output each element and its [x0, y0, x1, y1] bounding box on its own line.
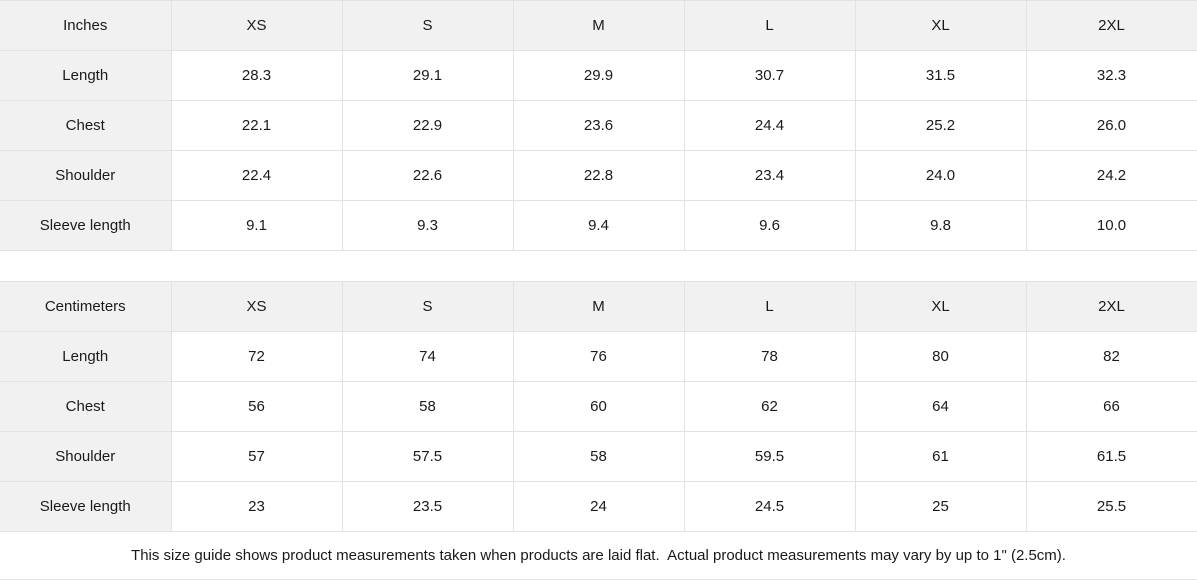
cell-chest-l: 62: [684, 381, 856, 432]
cell-shoulder-s: 57.5: [342, 431, 514, 482]
cell-sleeve-l: 24.5: [684, 481, 856, 532]
cell-sleeve-m: 9.4: [513, 200, 685, 251]
size-table-centimeters: Centimeters XS S M L XL 2XL Length 72 74…: [0, 281, 1197, 532]
cell-chest-xs: 56: [171, 381, 343, 432]
cell-length-xl: 31.5: [855, 50, 1027, 101]
table-row: Length 72 74 76 78 80 82: [0, 331, 1197, 382]
column-header-xl: XL: [855, 0, 1027, 51]
cell-chest-m: 23.6: [513, 100, 685, 151]
cell-chest-s: 22.9: [342, 100, 514, 151]
cell-sleeve-2xl: 25.5: [1026, 481, 1197, 532]
cell-sleeve-s: 9.3: [342, 200, 514, 251]
column-header-m: M: [513, 0, 685, 51]
cell-shoulder-xs: 57: [171, 431, 343, 482]
cell-shoulder-m: 22.8: [513, 150, 685, 201]
cell-length-l: 78: [684, 331, 856, 382]
row-label-sleeve-length: Sleeve length: [0, 481, 172, 532]
cell-sleeve-xs: 23: [171, 481, 343, 532]
row-label-chest: Chest: [0, 100, 172, 151]
cell-chest-xs: 22.1: [171, 100, 343, 151]
table-row: Chest 56 58 60 62 64 66: [0, 381, 1197, 432]
cell-length-s: 29.1: [342, 50, 514, 101]
cell-chest-2xl: 66: [1026, 381, 1197, 432]
cell-chest-xl: 25.2: [855, 100, 1027, 151]
cell-sleeve-xl: 9.8: [855, 200, 1027, 251]
cell-sleeve-xl: 25: [855, 481, 1027, 532]
cell-length-l: 30.7: [684, 50, 856, 101]
cell-shoulder-xs: 22.4: [171, 150, 343, 201]
unit-label-centimeters: Centimeters: [0, 281, 172, 332]
cell-length-2xl: 82: [1026, 331, 1197, 382]
cell-shoulder-s: 22.6: [342, 150, 514, 201]
table-row: Length 28.3 29.1 29.9 30.7 31.5 32.3: [0, 50, 1197, 101]
row-label-length: Length: [0, 50, 172, 101]
size-table-inches: Inches XS S M L XL 2XL Length 28.3 29.1 …: [0, 0, 1197, 251]
cell-sleeve-s: 23.5: [342, 481, 514, 532]
cell-chest-xl: 64: [855, 381, 1027, 432]
table-row: Shoulder 57 57.5 58 59.5 61 61.5: [0, 431, 1197, 482]
size-guide-footnote: This size guide shows product measuremen…: [131, 546, 1066, 564]
column-header-s: S: [342, 281, 514, 332]
cell-sleeve-xs: 9.1: [171, 200, 343, 251]
unit-label-inches: Inches: [0, 0, 172, 51]
row-label-sleeve-length: Sleeve length: [0, 200, 172, 251]
row-label-shoulder: Shoulder: [0, 150, 172, 201]
table-header-row: Centimeters XS S M L XL 2XL: [0, 281, 1197, 332]
table-header-row: Inches XS S M L XL 2XL: [0, 0, 1197, 51]
table-row: Shoulder 22.4 22.6 22.8 23.4 24.0 24.2: [0, 150, 1197, 201]
column-header-2xl: 2XL: [1026, 0, 1197, 51]
cell-length-xl: 80: [855, 331, 1027, 382]
row-label-chest: Chest: [0, 381, 172, 432]
column-header-m: M: [513, 281, 685, 332]
cell-length-m: 29.9: [513, 50, 685, 101]
cell-sleeve-2xl: 10.0: [1026, 200, 1197, 251]
column-header-2xl: 2XL: [1026, 281, 1197, 332]
cell-length-2xl: 32.3: [1026, 50, 1197, 101]
cell-chest-s: 58: [342, 381, 514, 432]
cell-shoulder-l: 59.5: [684, 431, 856, 482]
table-row: Sleeve length 9.1 9.3 9.4 9.6 9.8 10.0: [0, 200, 1197, 251]
cell-shoulder-xl: 61: [855, 431, 1027, 482]
column-header-xl: XL: [855, 281, 1027, 332]
footnote-row: This size guide shows product measuremen…: [0, 532, 1197, 580]
row-label-shoulder: Shoulder: [0, 431, 172, 482]
cell-shoulder-l: 23.4: [684, 150, 856, 201]
table-separator-gap: [0, 251, 1197, 281]
cell-sleeve-l: 9.6: [684, 200, 856, 251]
cell-length-m: 76: [513, 331, 685, 382]
column-header-xs: XS: [171, 0, 343, 51]
cell-shoulder-xl: 24.0: [855, 150, 1027, 201]
cell-chest-l: 24.4: [684, 100, 856, 151]
cell-shoulder-m: 58: [513, 431, 685, 482]
column-header-s: S: [342, 0, 514, 51]
cell-shoulder-2xl: 61.5: [1026, 431, 1197, 482]
cell-length-xs: 28.3: [171, 50, 343, 101]
table-row: Sleeve length 23 23.5 24 24.5 25 25.5: [0, 481, 1197, 532]
cell-sleeve-m: 24: [513, 481, 685, 532]
cell-length-xs: 72: [171, 331, 343, 382]
cell-chest-m: 60: [513, 381, 685, 432]
column-header-xs: XS: [171, 281, 343, 332]
column-header-l: L: [684, 281, 856, 332]
row-label-length: Length: [0, 331, 172, 382]
table-row: Chest 22.1 22.9 23.6 24.4 25.2 26.0: [0, 100, 1197, 151]
cell-shoulder-2xl: 24.2: [1026, 150, 1197, 201]
cell-length-s: 74: [342, 331, 514, 382]
column-header-l: L: [684, 0, 856, 51]
cell-chest-2xl: 26.0: [1026, 100, 1197, 151]
